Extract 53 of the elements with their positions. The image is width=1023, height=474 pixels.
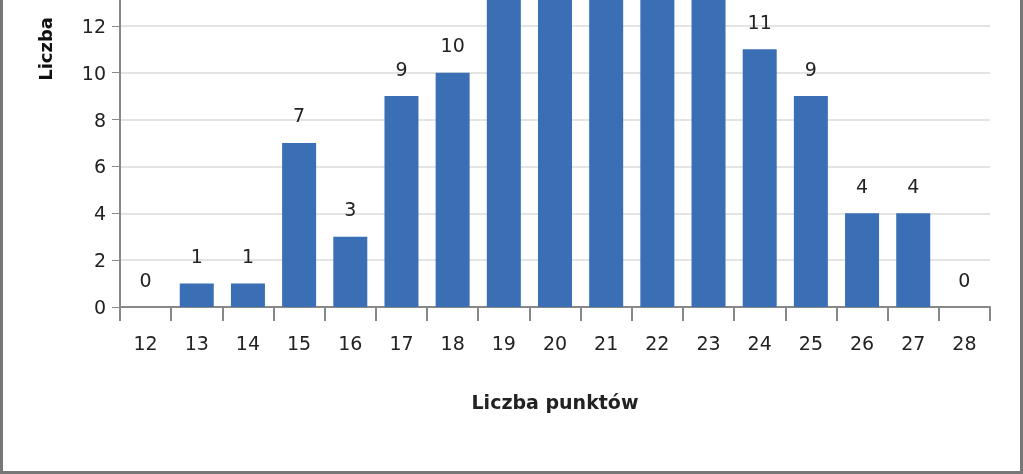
data-label: 0 [139,268,152,291]
bar [742,49,777,307]
y-axis-title: Liczba [34,16,56,81]
x-axis-title: Liczba punktów [471,390,639,413]
data-label: 9 [804,57,817,80]
x-tick-label: 21 [594,331,619,354]
bar [691,0,726,307]
data-label: 3 [344,198,357,221]
bar [896,213,931,307]
data-label: 0 [958,268,971,291]
y-tick-label: 0 [93,296,106,318]
x-tick-label: 26 [849,331,875,354]
data-label: 4 [856,174,869,197]
bar [435,72,470,307]
bar [282,142,317,307]
x-tick-label: 19 [491,331,516,354]
x-tick-label: 18 [440,331,465,354]
y-tick-label: 4 [93,202,106,225]
bar [640,0,675,307]
data-label: 1 [241,245,254,268]
data-label: 1 [190,245,203,268]
bar [384,96,419,307]
data-label: 10 [440,34,465,57]
x-tick-label: 13 [184,331,209,354]
data-label: 9 [395,57,408,80]
bar [845,213,880,307]
x-tick-label: 24 [747,331,772,354]
data-label: 4 [907,174,920,197]
data-label: 11 [747,10,772,33]
bar [538,0,572,307]
y-tick-label: 8 [93,108,106,131]
y-tick-label: 12 [81,14,106,37]
bar [230,283,265,307]
y-tick-label: 6 [93,155,106,178]
x-tick-label: 22 [645,331,670,354]
x-tick-label: 16 [338,331,363,354]
x-tick-label: 27 [901,331,926,354]
x-tick-label: 28 [952,331,977,354]
x-tick-label: 17 [389,331,414,354]
bar [589,0,624,307]
x-tick-label: 20 [542,331,568,354]
bar [486,0,521,307]
bar [179,283,214,307]
x-tick-label: 12 [133,331,158,354]
x-tick-label: 14 [235,331,261,354]
x-tick-label: 25 [798,331,823,354]
x-tick-label: 23 [696,331,721,354]
y-tick-label: 2 [93,249,106,272]
bar [793,96,828,307]
bar [333,236,368,307]
y-tick-label: 10 [81,61,106,84]
data-label: 7 [293,104,306,127]
x-tick-label: 15 [287,331,312,354]
